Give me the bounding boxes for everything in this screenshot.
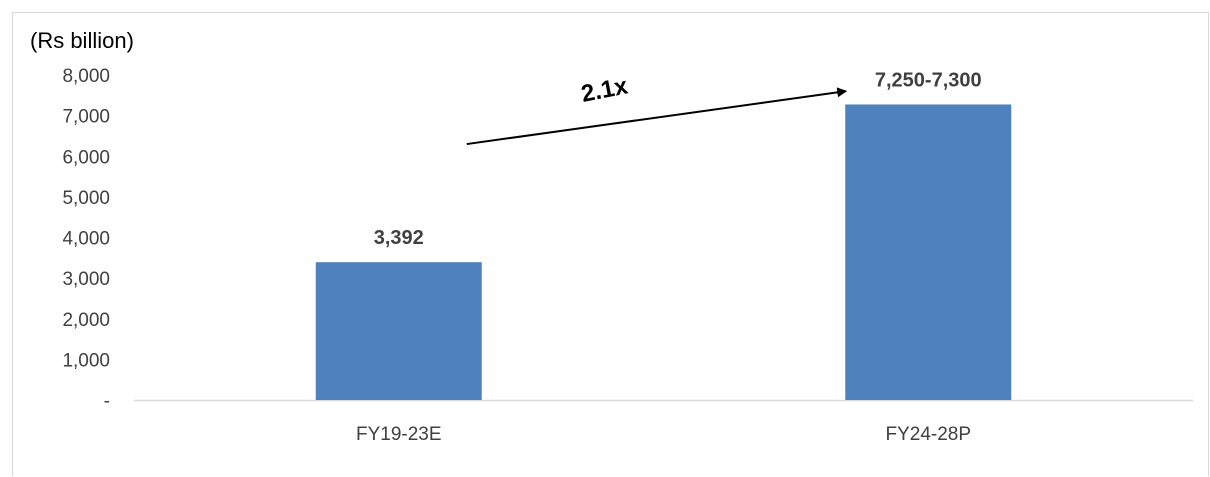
chart-frame [12, 12, 1209, 476]
bar-group [315, 104, 1012, 400]
bar [315, 262, 482, 400]
y-tick-label: 6,000 [62, 147, 110, 168]
category-label: FY24-28P [885, 424, 971, 445]
unit-label: (Rs billion) [30, 28, 134, 53]
y-axis-ticks: - 1,000 2,000 3,000 4,000 5,000 6,000 7,000 8,00… [62, 66, 110, 412]
y-tick-label: - [104, 391, 110, 412]
bar-data-label: 7,250-7,300 [875, 69, 982, 91]
y-tick-label: 2,000 [62, 310, 110, 331]
y-tick-label: 4,000 [62, 229, 110, 250]
y-tick-label: 1,000 [62, 350, 110, 371]
growth-arrow [466, 87, 848, 146]
y-tick-label: 3,000 [62, 269, 110, 290]
y-tick-label: 8,000 [62, 66, 110, 87]
data-label-group: 3,392 7,250-7,300 [374, 69, 982, 249]
bar-data-label: 3,392 [374, 227, 424, 249]
bar [845, 104, 1012, 400]
y-tick-label: 7,000 [62, 107, 110, 128]
category-label-group: FY19-23E FY24-28P [356, 424, 971, 445]
category-label: FY19-23E [356, 424, 442, 445]
growth-annotation: 2.1x [579, 72, 631, 108]
y-tick-label: 5,000 [62, 188, 110, 209]
